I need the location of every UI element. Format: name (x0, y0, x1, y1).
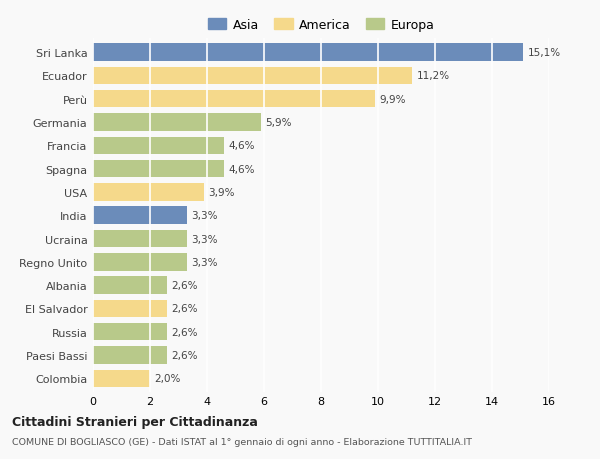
Text: 4,6%: 4,6% (229, 141, 255, 151)
Text: 2,0%: 2,0% (154, 374, 181, 383)
Bar (93, 114, 261, 131)
Bar (93, 253, 187, 271)
Bar (93, 161, 224, 178)
Bar (93, 323, 167, 341)
Bar (93, 137, 224, 155)
Text: Cittadini Stranieri per Cittadinanza: Cittadini Stranieri per Cittadinanza (12, 415, 258, 428)
Text: 5,9%: 5,9% (265, 118, 292, 128)
Text: 2,6%: 2,6% (172, 304, 198, 314)
Text: 2,6%: 2,6% (172, 350, 198, 360)
Bar (93, 370, 150, 387)
Text: 3,3%: 3,3% (191, 211, 218, 221)
Bar (93, 277, 167, 294)
Text: 3,3%: 3,3% (191, 257, 218, 267)
Text: 3,3%: 3,3% (191, 234, 218, 244)
Bar (93, 230, 187, 248)
Text: 3,9%: 3,9% (208, 187, 235, 197)
Bar (93, 300, 167, 318)
Bar (93, 184, 204, 201)
Bar (93, 347, 167, 364)
Text: 2,6%: 2,6% (172, 327, 198, 337)
Bar (93, 207, 187, 224)
Text: 4,6%: 4,6% (229, 164, 255, 174)
Text: 9,9%: 9,9% (379, 95, 406, 105)
Text: 11,2%: 11,2% (416, 71, 449, 81)
Bar (93, 67, 412, 85)
Text: 15,1%: 15,1% (527, 48, 561, 58)
Text: COMUNE DI BOGLIASCO (GE) - Dati ISTAT al 1° gennaio di ogni anno - Elaborazione : COMUNE DI BOGLIASCO (GE) - Dati ISTAT al… (12, 437, 472, 446)
Bar (93, 44, 523, 62)
Bar (93, 91, 375, 108)
Text: 2,6%: 2,6% (172, 280, 198, 291)
Legend: Asia, America, Europa: Asia, America, Europa (204, 15, 438, 36)
